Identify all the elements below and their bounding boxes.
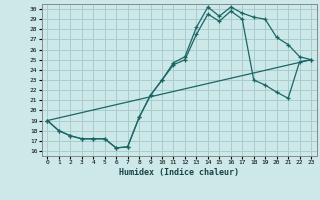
X-axis label: Humidex (Indice chaleur): Humidex (Indice chaleur) xyxy=(119,168,239,177)
